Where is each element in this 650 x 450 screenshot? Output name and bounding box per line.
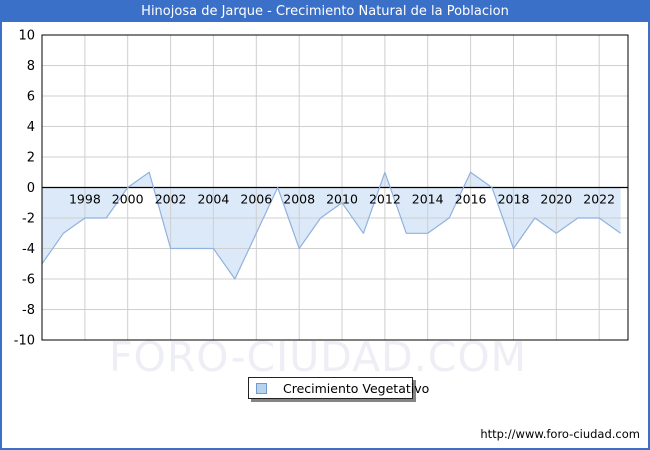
svg-text:2022: 2022 — [583, 192, 615, 207]
svg-text:4: 4 — [27, 120, 35, 135]
svg-text:-4: -4 — [22, 242, 35, 257]
svg-text:-8: -8 — [22, 303, 35, 318]
svg-text:2016: 2016 — [455, 192, 487, 207]
svg-text:2000: 2000 — [112, 192, 144, 207]
svg-text:2012: 2012 — [369, 192, 401, 207]
svg-text:2002: 2002 — [155, 192, 187, 207]
legend-label: Crecimiento Vegetativo — [283, 380, 430, 396]
svg-text:2006: 2006 — [240, 192, 272, 207]
page-title: Hinojosa de Jarque - Crecimiento Natural… — [2, 2, 648, 22]
svg-text:-2: -2 — [22, 212, 35, 227]
svg-text:-6: -6 — [22, 273, 35, 288]
svg-text:2018: 2018 — [498, 192, 530, 207]
svg-text:2014: 2014 — [412, 192, 444, 207]
svg-text:10: 10 — [18, 29, 35, 44]
svg-text:1998: 1998 — [69, 192, 101, 207]
svg-text:2020: 2020 — [540, 192, 572, 207]
watermark: FORO-CIUDAD.COM — [108, 333, 528, 381]
legend-swatch-icon — [256, 382, 267, 394]
svg-text:2: 2 — [27, 151, 35, 166]
svg-text:-10: -10 — [14, 334, 35, 349]
svg-text:6: 6 — [27, 90, 35, 105]
svg-text:0: 0 — [27, 181, 35, 196]
svg-text:8: 8 — [27, 59, 35, 74]
svg-text:2010: 2010 — [326, 192, 358, 207]
legend-box: Crecimiento Vegetativo — [248, 377, 429, 399]
footer-link[interactable]: http://www.foro-ciudad.com — [480, 427, 640, 441]
svg-text:2008: 2008 — [283, 192, 315, 207]
svg-text:2004: 2004 — [197, 192, 229, 207]
